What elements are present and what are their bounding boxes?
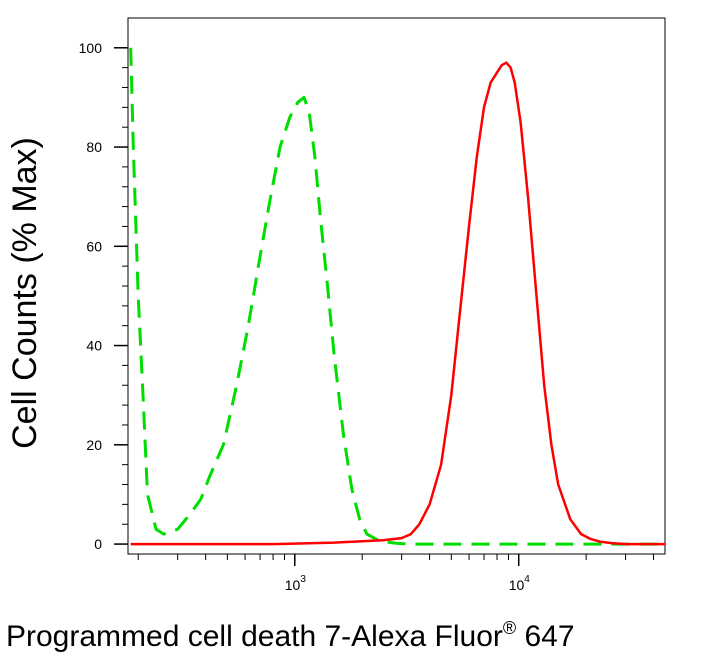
x-tick-label: 103 (285, 574, 307, 593)
x-axis-ticks: 103104105 (137, 554, 655, 593)
y-tick-label: 100 (79, 40, 103, 56)
y-tick-label: 20 (86, 437, 102, 453)
x-tick-base: 10 (509, 577, 525, 593)
x-axis-label-text: Programmed cell death 7-Alexa Fluor (6, 620, 503, 653)
plot-frame (127, 17, 666, 555)
x-axis-label: Programmed cell death 7-Alexa Fluor® 647 (6, 618, 575, 653)
x-tick-base: 10 (285, 577, 301, 593)
y-tick-label: 0 (94, 536, 102, 552)
x-axis-label-suffix: 647 (516, 620, 574, 653)
y-axis-ticks: 0 20 40 60 80 100 (79, 40, 128, 552)
x-tick-exponent: 4 (524, 574, 530, 585)
x-tick-label: 104 (509, 574, 531, 593)
x-axis-label-superscript: ® (503, 618, 516, 638)
x-tick-exponent: 3 (300, 574, 306, 585)
series-layer (129, 47, 665, 546)
y-axis-label: Cell Counts (% Max) (6, 137, 44, 449)
y-tick-label: 60 (86, 238, 102, 254)
control-series-line (129, 47, 665, 546)
y-tick-label: 80 (86, 139, 102, 155)
sample-series-line (130, 61, 665, 546)
y-tick-label: 40 (86, 338, 102, 354)
